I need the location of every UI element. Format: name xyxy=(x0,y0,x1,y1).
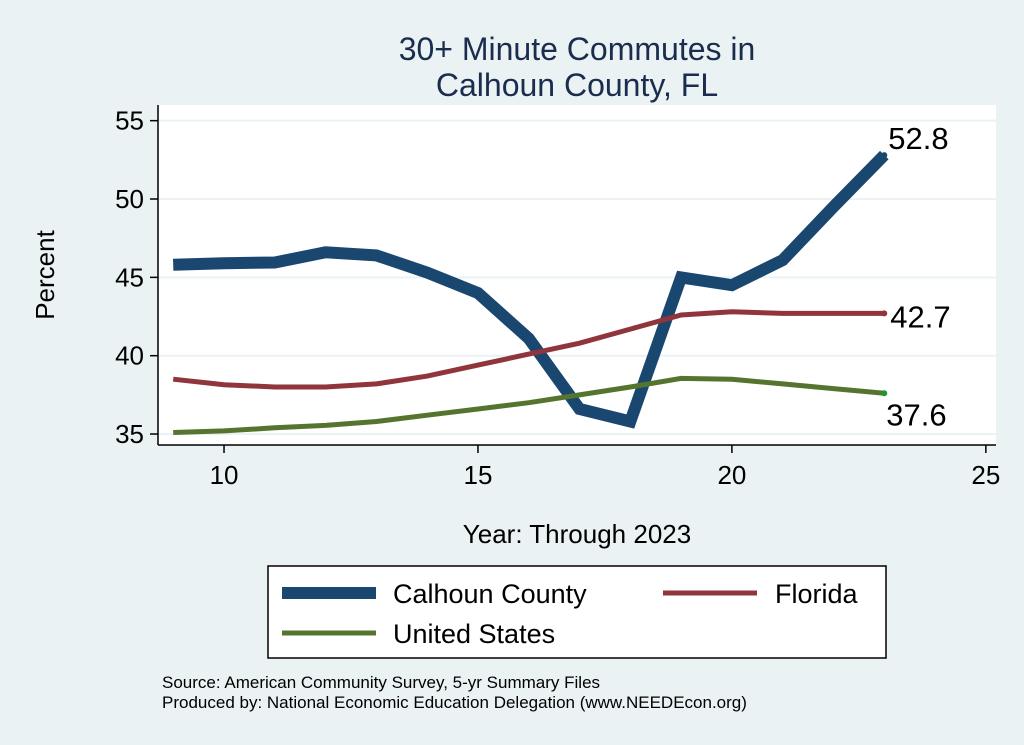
end-marker-united-states xyxy=(881,390,888,397)
source-note: Source: American Community Survey, 5-yr … xyxy=(162,673,600,692)
y-tick-label: 45 xyxy=(115,262,144,292)
end-label-united-states: 37.6 xyxy=(886,397,946,432)
series-line-united-states xyxy=(173,375,885,435)
legend-label-united-states: United States xyxy=(393,619,555,649)
chart-title-line-2: Calhoun County, FL xyxy=(436,67,718,103)
series-lines xyxy=(172,150,889,435)
producer-note: Produced by: National Economic Education… xyxy=(162,693,747,712)
end-marker-florida xyxy=(881,310,888,317)
x-tick-label: 15 xyxy=(464,460,493,490)
y-tick-label: 55 xyxy=(115,106,144,136)
legend: Calhoun County Florida United States xyxy=(267,565,887,659)
x-tick-label: 25 xyxy=(971,460,1000,490)
y-tick-label: 50 xyxy=(115,184,144,214)
gridlines xyxy=(158,119,996,436)
x-tick-label: 20 xyxy=(717,460,746,490)
end-labels: 52.8 42.7 37.6 xyxy=(886,121,950,432)
y-tick-label: 35 xyxy=(115,419,144,449)
end-label-calhoun: 52.8 xyxy=(888,121,948,156)
x-axis-label: Year: Through 2023 xyxy=(463,519,691,549)
legend-label-calhoun: Calhoun County xyxy=(393,579,587,609)
x-tick-label: 10 xyxy=(210,460,239,490)
end-label-florida: 42.7 xyxy=(890,299,950,334)
y-tick-label: 40 xyxy=(115,341,144,371)
end-marker-calhoun xyxy=(881,152,888,159)
legend-box xyxy=(267,565,887,659)
legend-label-florida: Florida xyxy=(775,579,859,609)
chart-title-line-1: 30+ Minute Commutes in xyxy=(399,31,756,67)
series-line-calhoun xyxy=(173,150,889,429)
series-line-florida xyxy=(172,309,885,390)
y-axis-label: Percent xyxy=(30,229,60,319)
axes: 35 40 45 50 55 10 15 20 25 xyxy=(115,105,1000,490)
